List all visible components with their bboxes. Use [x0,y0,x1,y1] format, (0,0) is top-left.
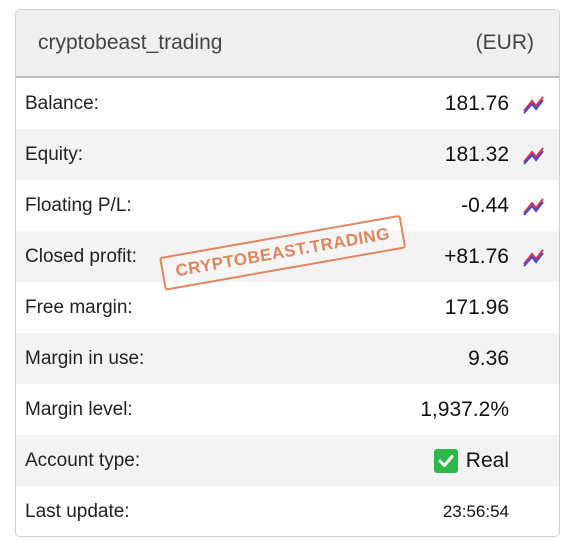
equity-value: 181.32 [444,142,509,166]
row-margin-level: Margin level: 1,937.2% [16,384,559,435]
row-balance: Balance: 181.76 [16,78,559,129]
last-update-value: 23:56:54 [442,501,509,521]
margin-in-use-label: Margin in use: [25,347,145,369]
last-update-label: Last update: [25,500,130,522]
free-margin-label: Free margin: [25,296,133,318]
floating-pl-value: -0.44 [461,193,509,217]
closed-profit-label: Closed profit: [25,245,137,267]
closed-profit-value: +81.76 [444,244,509,268]
margin-in-use-value: 9.36 [468,346,509,370]
chart-line-icon[interactable] [521,144,547,166]
margin-level-value: 1,937.2% [420,397,509,421]
account-type-text: Real [465,448,509,472]
equity-label: Equity: [25,143,84,165]
row-last-update: Last update: 23:56:54 [16,486,559,536]
account-stats: Balance: 181.76 Equity: 181.32 Floating … [16,78,559,536]
free-margin-value: 171.96 [444,295,509,319]
account-summary-panel: cryptobeast_trading (EUR) Balance: 181.7… [15,9,560,537]
row-free-margin: Free margin: 171.96 [16,282,559,333]
balance-label: Balance: [25,92,99,114]
chart-line-icon[interactable] [521,246,547,268]
floating-pl-label: Floating P/L: [25,194,132,216]
row-margin-in-use: Margin in use: 9.36 [16,333,559,384]
account-name: cryptobeast_trading [38,31,223,54]
row-floating-pl: Floating P/L: -0.44 [16,180,559,231]
row-equity: Equity: 181.32 [16,129,559,180]
row-account-type: Account type: Real [16,435,559,486]
balance-value: 181.76 [444,91,509,115]
account-type-value: Real [259,448,509,473]
row-closed-profit: Closed profit: +81.76 [16,231,559,282]
margin-level-label: Margin level: [25,398,133,420]
checkmark-icon [433,448,458,473]
chart-line-icon[interactable] [521,93,547,115]
account-type-label: Account type: [25,449,141,471]
panel-header: cryptobeast_trading (EUR) [16,10,559,78]
account-currency: (EUR) [475,31,534,54]
chart-line-icon[interactable] [521,195,547,217]
